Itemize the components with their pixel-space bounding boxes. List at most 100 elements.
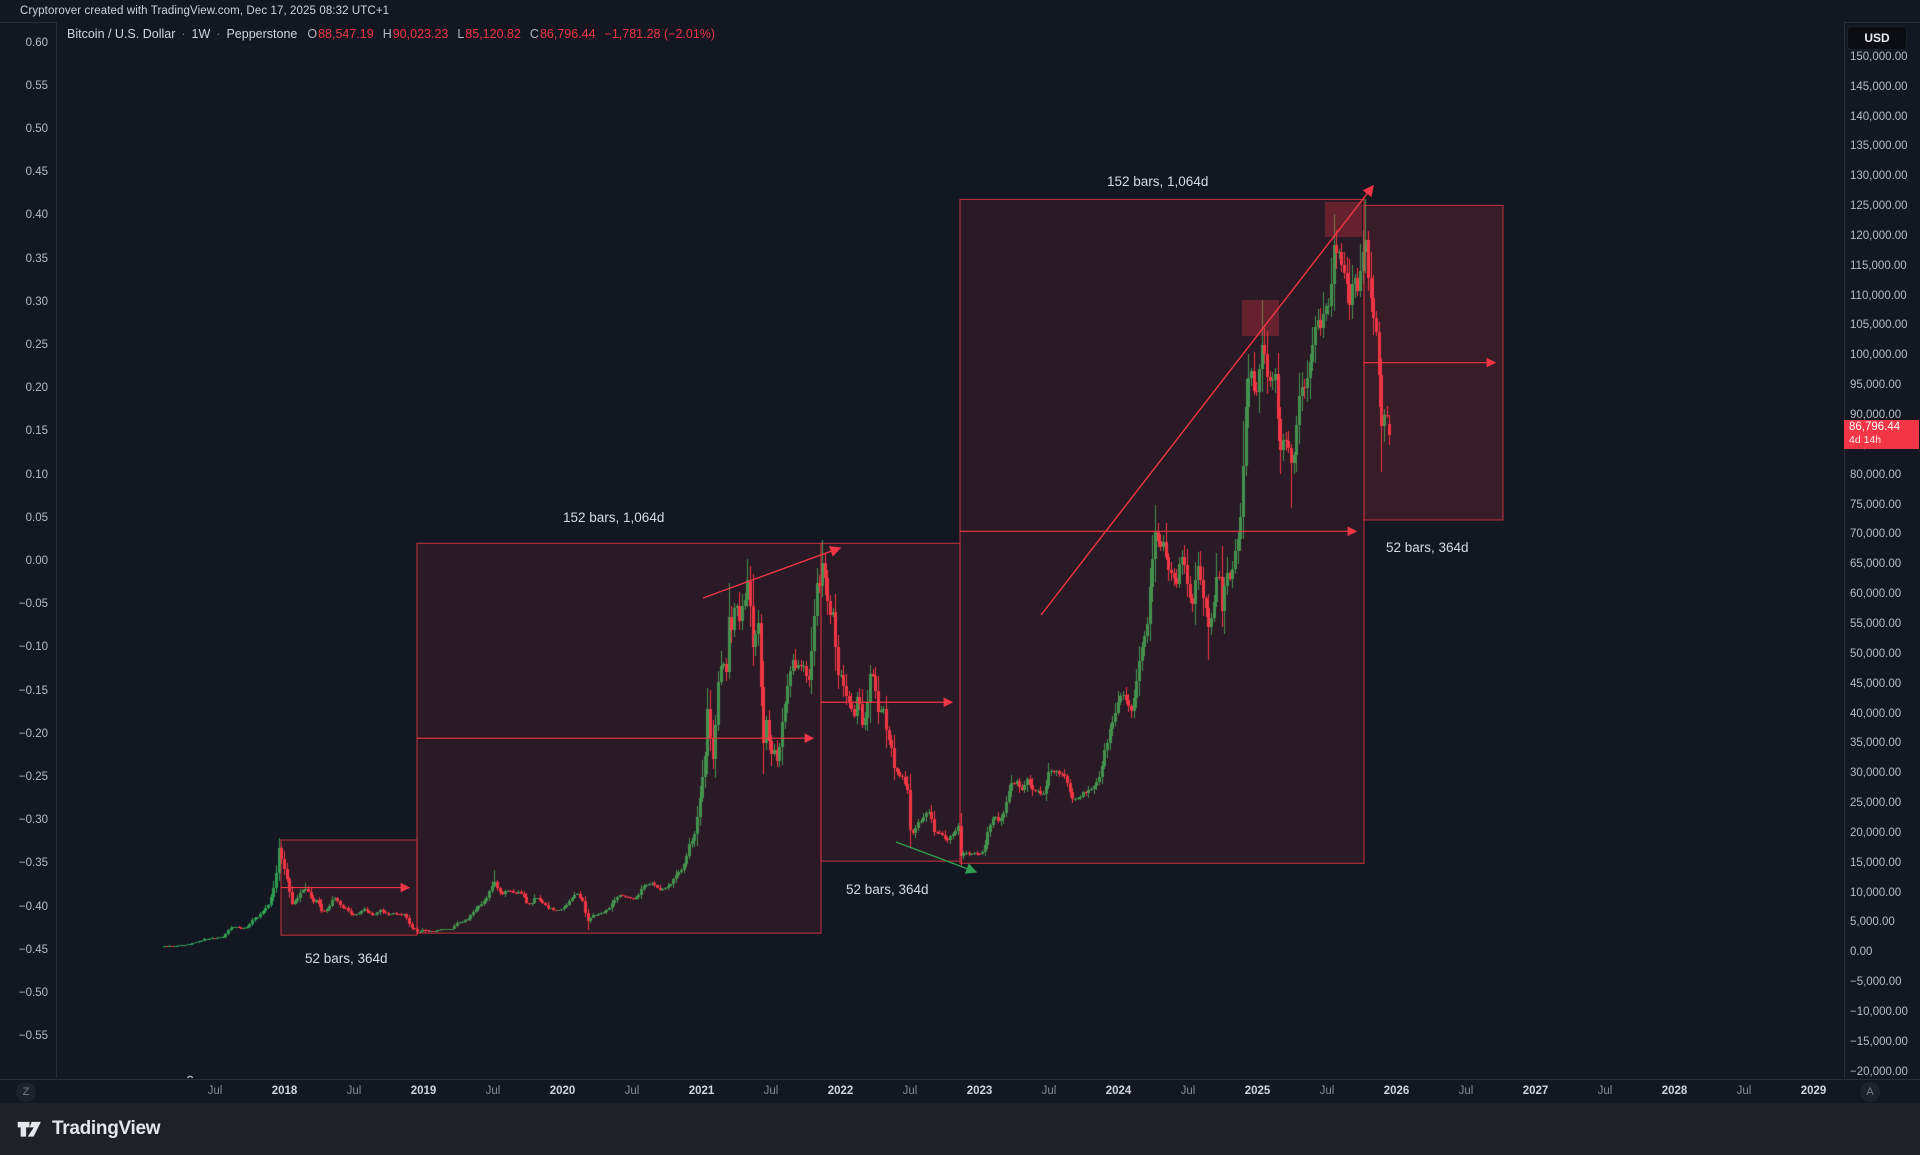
time-tick-year: 2024 (1105, 1085, 1132, 1097)
price-scale-tick: 60,000.00 (1850, 588, 1902, 601)
price-scale-tick: −20,000.00 (1850, 1065, 1908, 1078)
price-scale-tick: 80,000.00 (1850, 468, 1902, 481)
time-tick-year: 2029 (1800, 1085, 1827, 1097)
left-scale-tick: 0.50 (25, 122, 48, 135)
last-price-label: 86,796.44 4d 14h (1844, 420, 1919, 450)
left-scale-tick: 0.05 (25, 511, 48, 524)
price-scale-tick: 95,000.00 (1850, 379, 1902, 392)
left-scale-tick: −0.30 (18, 814, 48, 827)
bar-countdown: 4d 14h (1849, 434, 1882, 447)
price-scale-tick: 35,000.00 (1850, 737, 1902, 750)
price-scale-tick: 140,000.00 (1850, 110, 1908, 123)
time-axis[interactable]: Z A Jul 2018 Jul 2019 Jul 2020 Jul 2021 Jul 2022 J… (0, 1079, 1920, 1104)
price-scale-tick: 75,000.00 (1850, 498, 1902, 511)
left-scale-tick: −0.40 (18, 900, 48, 913)
time-tick-jul: Jul (207, 1085, 223, 1097)
time-tick-jul: Jul (1041, 1085, 1057, 1097)
last-price-value: 86,796.44 (1849, 421, 1901, 434)
ohlc-values: O88,547.19 H90,023.23 L85,120.82 C86,796… (307, 27, 595, 41)
price-scale-tick: 65,000.00 (1850, 558, 1902, 571)
symbol-legend[interactable]: Bitcoin / U.S. Dollar · 1W · Pepperstone… (67, 27, 715, 41)
time-tick-jul: Jul (624, 1085, 640, 1097)
price-scale-tick: −10,000.00 (1850, 1006, 1908, 1018)
time-tick-year: 2026 (1383, 1085, 1410, 1097)
footer-bar: TradingView (0, 1103, 1920, 1155)
left-scale-tick: 0.60 (25, 36, 48, 49)
time-tick-year: 2018 (271, 1085, 298, 1097)
time-tick-year: 2020 (549, 1085, 576, 1097)
auto-scale-badge[interactable]: A (1860, 1082, 1880, 1102)
price-scale-tick: 120,000.00 (1850, 229, 1908, 242)
price-scale-tick: 45,000.00 (1850, 677, 1902, 690)
time-tick-year: 2027 (1522, 1085, 1549, 1097)
timezone-badge[interactable]: Z (16, 1082, 36, 1102)
low-value: L85,120.82 (457, 27, 521, 41)
price-scale-tick: 90,000.00 (1850, 409, 1902, 421)
price-scale-tick: 15,000.00 (1850, 856, 1902, 869)
currency-button[interactable]: USD (1847, 26, 1907, 50)
legend-separator: · (216, 27, 221, 41)
left-scale-tick: 0.25 (25, 338, 48, 351)
price-scale-tick: 70,000.00 (1850, 528, 1902, 541)
dino-icon[interactable] (183, 1074, 209, 1078)
chart-pane[interactable]: Bitcoin / U.S. Dollar · 1W · Pepperstone… (56, 22, 1845, 1078)
attribution-text: Cryptorover created with TradingView.com… (20, 5, 390, 17)
time-tick-jul: Jul (902, 1085, 918, 1097)
price-scale-tick: 145,000.00 (1850, 80, 1908, 93)
price-scale-tick: −5,000.00 (1850, 976, 1902, 989)
price-scale-tick: 5,000.00 (1850, 916, 1895, 929)
interval-label[interactable]: 1W (191, 27, 211, 41)
tradingview-logo-icon (17, 1121, 41, 1137)
time-tick-jul: Jul (763, 1085, 779, 1097)
price-scale-tick: 40,000.00 (1850, 707, 1902, 720)
range-box-2018-label: 52 bars, 364d (305, 951, 388, 966)
left-scale-tick: −0.05 (18, 598, 48, 611)
price-scale-tick: 125,000.00 (1850, 200, 1908, 213)
time-tick-jul: Jul (346, 1085, 362, 1097)
price-scale-tick: 110,000.00 (1850, 289, 1907, 302)
exchange-label: Pepperstone (226, 27, 298, 41)
symbol-title[interactable]: Bitcoin / U.S. Dollar (67, 27, 176, 41)
price-scale-tick: 30,000.00 (1850, 767, 1902, 780)
candlestick-canvas[interactable] (57, 22, 1844, 1078)
left-scale-tick: −0.50 (18, 986, 48, 999)
close-value: C86,796.44 (529, 27, 596, 41)
left-scale-tick: 0.55 (25, 79, 48, 92)
price-scale-tick: 150,000.00 (1850, 50, 1908, 63)
price-scale-tick: 50,000.00 (1850, 647, 1902, 660)
left-price-scale[interactable]: 0.60 0.55 0.50 0.45 0.40 0.35 0.30 0.25 0.20 0.15… (0, 22, 56, 1078)
time-tick-jul: Jul (1736, 1085, 1752, 1097)
time-tick-jul: Jul (1180, 1085, 1196, 1097)
range-box-2025-2026-label: 52 bars, 364d (1386, 540, 1469, 555)
left-scale-tick: −0.55 (18, 1030, 48, 1043)
price-scale-tick: 20,000.00 (1850, 826, 1902, 839)
left-scale-tick: −0.20 (18, 727, 48, 740)
time-tick-jul: Jul (485, 1085, 501, 1097)
time-tick-year: 2025 (1244, 1085, 1271, 1097)
left-scale-tick: −0.35 (18, 857, 48, 870)
price-scale-tick: 105,000.00 (1850, 319, 1908, 332)
legend-separator: · (181, 27, 186, 41)
time-tick-jul: Jul (1458, 1085, 1474, 1097)
time-tick-year: 2022 (827, 1085, 854, 1097)
open-value: O88,547.19 (307, 27, 374, 41)
price-scale-tick: 55,000.00 (1850, 617, 1902, 630)
left-scale-tick: 0.20 (25, 382, 48, 395)
time-tick-jul: Jul (1597, 1085, 1613, 1097)
range-box-2022-2025-label: 152 bars, 1,064d (1107, 174, 1209, 189)
price-scale-tick: 135,000.00 (1850, 140, 1908, 153)
left-scale-tick: −0.25 (18, 770, 48, 783)
left-scale-tick: −0.10 (18, 641, 48, 654)
left-scale-tick: −0.45 (18, 943, 48, 956)
left-scale-tick: 0.40 (25, 209, 48, 222)
left-scale-tick: 0.00 (25, 554, 48, 567)
left-scale-tick: −0.15 (18, 684, 48, 697)
time-tick-jul: Jul (1319, 1085, 1335, 1097)
tradingview-brand-name: TradingView (52, 1118, 161, 1139)
left-scale-tick: 0.30 (25, 295, 48, 308)
time-tick-year: 2021 (688, 1085, 715, 1097)
tradingview-brand[interactable]: TradingView (0, 1116, 161, 1143)
left-scale-tick: 0.15 (25, 425, 48, 438)
right-price-scale[interactable]: USD 86,796.44 4d 14h 150,000.00 145,000.0… (1844, 22, 1920, 1078)
